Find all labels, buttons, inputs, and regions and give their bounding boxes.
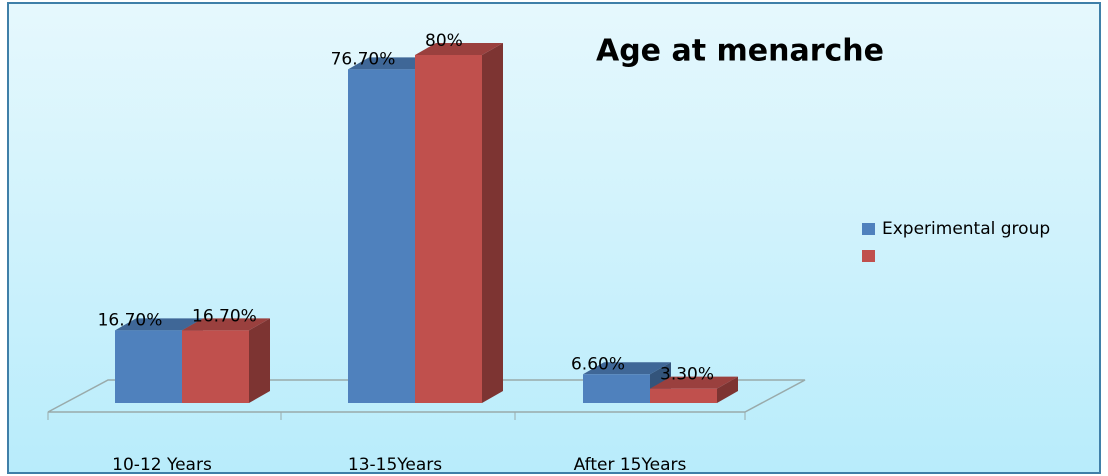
bar-top bbox=[415, 43, 503, 55]
data-label: 16.70% bbox=[98, 310, 163, 330]
bar-top bbox=[583, 362, 671, 375]
data-label: 80% bbox=[425, 31, 463, 51]
x-tick-label: After 15Years bbox=[574, 455, 687, 475]
bar-top bbox=[115, 318, 203, 331]
bar-side bbox=[249, 318, 270, 403]
bar bbox=[415, 55, 482, 403]
floor bbox=[47, 379, 806, 413]
data-label: 3.30% bbox=[660, 365, 714, 385]
bar-top bbox=[348, 57, 436, 70]
bar bbox=[115, 330, 182, 403]
data-label: 6.60% bbox=[571, 354, 625, 374]
bar bbox=[348, 69, 415, 403]
bar bbox=[650, 388, 717, 403]
x-tick-label: 10-12 Years bbox=[112, 455, 212, 475]
bar bbox=[182, 330, 249, 403]
bar-top bbox=[182, 318, 270, 331]
bar-top bbox=[650, 376, 738, 389]
legend-swatch bbox=[862, 223, 875, 235]
x-tick-label: 13-15Years bbox=[348, 455, 442, 475]
chart-title: Age at menarche bbox=[596, 34, 884, 69]
bar bbox=[583, 374, 650, 403]
data-label: 16.70% bbox=[192, 306, 257, 326]
legend-swatch bbox=[862, 250, 875, 262]
bar-side bbox=[717, 376, 738, 403]
data-label: 76.70% bbox=[331, 49, 396, 69]
bar-side bbox=[482, 43, 503, 403]
legend-label: Experimental group bbox=[882, 219, 1050, 239]
